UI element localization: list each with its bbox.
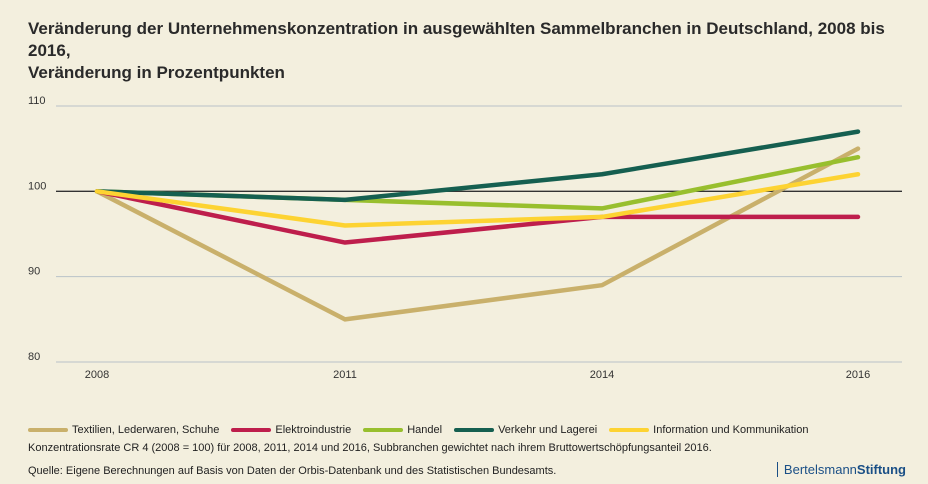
- legend-label: Textilien, Lederwaren, Schuhe: [72, 424, 220, 436]
- legend-label: Information und Kommunikation: [653, 424, 809, 436]
- series-line-1: [94, 146, 861, 322]
- y-tick-label: 100: [28, 180, 46, 192]
- line-chart: 80 90 100 110 2008 2011 2014 2016: [28, 95, 902, 381]
- source-note: Quelle: Eigene Berechnungen auf Basis vo…: [28, 465, 557, 477]
- x-tick-label: 2011: [333, 369, 357, 381]
- series-line-2: [94, 189, 861, 245]
- x-tick-label: 2016: [846, 369, 870, 381]
- title-line-2: Veränderung in Prozentpunkten: [28, 63, 285, 82]
- legend-swatch: [28, 428, 68, 432]
- x-tick-label: 2008: [85, 369, 109, 381]
- legend-item: Textilien, Lederwaren, Schuhe: [28, 424, 219, 436]
- series-line-4: [94, 129, 861, 203]
- brand-logo: BertelsmannStiftung: [776, 462, 906, 477]
- legend-swatch: [231, 428, 272, 432]
- legend-label: Verkehr und Lagerei: [498, 424, 598, 436]
- y-tick-label: 80: [28, 351, 40, 363]
- y-tick-label: 110: [28, 95, 46, 107]
- legend-swatch: [609, 428, 650, 432]
- brand-part-1: Bertelsmann: [783, 462, 857, 477]
- legend-item: Elektroindustrie: [231, 424, 351, 436]
- legend-label: Elektroindustrie: [275, 424, 352, 436]
- series-line-5: [94, 172, 861, 228]
- legend-label: Handel: [407, 424, 443, 436]
- chart-note: Konzentrationsrate CR 4 (2008 = 100) für…: [28, 442, 712, 454]
- legend-item: Information und Kommunikation: [609, 424, 808, 436]
- brand-part-2: Stiftung: [856, 462, 906, 477]
- series-line-3: [94, 154, 861, 211]
- legend-swatch: [363, 428, 404, 432]
- legend-item: Verkehr und Lagerei: [454, 424, 597, 436]
- chart-title: Veränderung der Unternehmenskonzentratio…: [28, 18, 908, 84]
- y-tick-label: 90: [28, 266, 40, 278]
- legend: Textilien, Lederwaren, Schuhe Elektroindu…: [28, 424, 808, 436]
- legend-swatch: [454, 428, 495, 432]
- x-tick-label: 2014: [590, 369, 614, 381]
- title-line-1: Veränderung der Unternehmenskonzentratio…: [28, 19, 885, 60]
- legend-item: Handel: [363, 424, 442, 436]
